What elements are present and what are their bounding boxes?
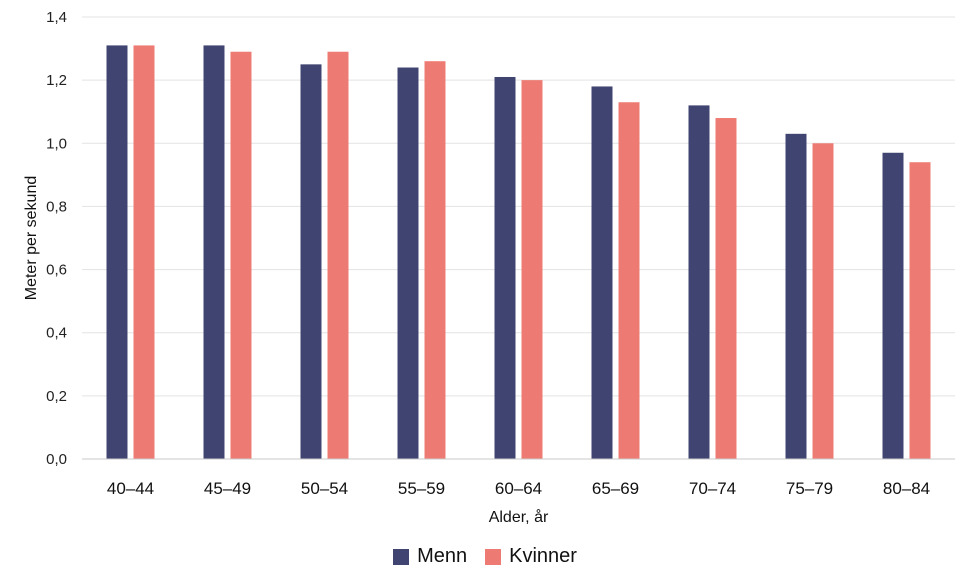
bar-menn-50–54 xyxy=(300,64,322,459)
y-tick-label: 0,4 xyxy=(46,325,67,342)
legend-label-kvinner: Kvinner xyxy=(509,545,577,567)
bar-menn-70–74 xyxy=(688,105,710,460)
legend-swatch-kvinner xyxy=(485,548,502,565)
bar-menn-55–59 xyxy=(397,67,419,459)
bar-menn-65–69 xyxy=(591,86,613,459)
y-tick-label: 0,6 xyxy=(46,262,67,279)
y-tick-label: 1,4 xyxy=(46,9,67,26)
x-tick-label: 60–64 xyxy=(495,479,542,498)
x-axis-ticks: 40–44 45–49 50–54 55–59 60–64 65–69 70–74 75–79… xyxy=(107,479,930,498)
legend: Menn Kvinner xyxy=(0,545,970,568)
bar-menn-45–49 xyxy=(203,45,225,460)
y-tick-label: 0,2 xyxy=(46,388,67,405)
bar-menn-60–64 xyxy=(494,76,516,459)
legend-swatch-menn xyxy=(393,548,410,565)
bar-kvinner-60–64 xyxy=(521,80,543,460)
y-tick-label: 0,8 xyxy=(46,198,67,215)
y-axis-title: Meter per sekund xyxy=(23,176,40,301)
bar-menn-80–84 xyxy=(882,152,904,459)
legend-item-kvinner: Kvinner xyxy=(485,545,577,568)
x-tick-label: 40–44 xyxy=(107,479,154,498)
y-axis-ticks: 0,0 0,2 0,4 0,6 0,8 1,0 1,2 1,4 xyxy=(46,9,67,468)
y-tick-label: 1,2 xyxy=(46,72,67,89)
y-tick-label: 1,0 xyxy=(46,135,67,152)
bar-kvinner-50–54 xyxy=(327,51,349,459)
bar-menn-40–44 xyxy=(106,45,128,460)
legend-label-menn: Menn xyxy=(417,545,468,567)
bar-kvinner-65–69 xyxy=(618,102,640,459)
x-tick-label: 70–74 xyxy=(689,479,736,498)
bar-kvinner-55–59 xyxy=(424,61,446,459)
bar-kvinner-45–49 xyxy=(230,51,252,459)
x-tick-label: 45–49 xyxy=(204,479,251,498)
bar-kvinner-80–84 xyxy=(909,162,931,459)
x-tick-label: 80–84 xyxy=(883,479,930,498)
y-tick-label: 0,0 xyxy=(46,451,67,468)
x-tick-label: 75–79 xyxy=(786,479,833,498)
bar-kvinner-75–79 xyxy=(812,143,834,460)
bar-kvinner-40–44 xyxy=(133,45,155,460)
bar-menn-75–79 xyxy=(785,133,807,460)
gridlines xyxy=(82,16,955,397)
bar-kvinner-70–74 xyxy=(715,118,737,460)
x-axis-title: Alder, år xyxy=(489,508,549,526)
x-tick-label: 50–54 xyxy=(301,479,348,498)
x-tick-label: 55–59 xyxy=(398,479,445,498)
bars xyxy=(106,45,931,460)
x-tick-label: 65–69 xyxy=(592,479,639,498)
legend-item-menn: Menn xyxy=(393,545,467,568)
